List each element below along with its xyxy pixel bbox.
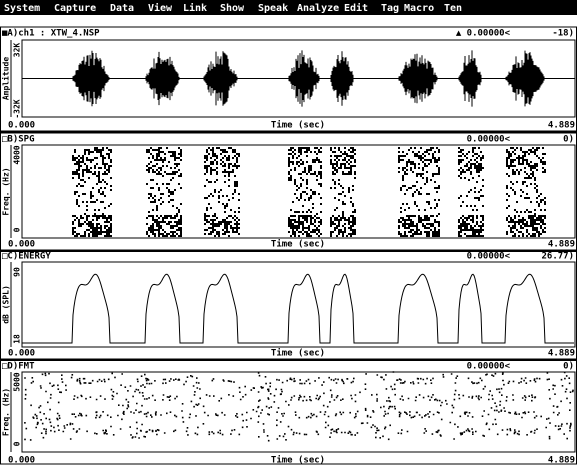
menu-item[interactable]: Macro [404,3,434,14]
panel-separator [0,250,577,252]
cursor-reading: -18) [552,29,574,39]
panel-label: □C)ENERGY [2,252,51,262]
cursor-time: 0.00000< [467,135,511,145]
y-axis-label: dB (SPL) [2,285,11,324]
menu-item[interactable]: Capture [54,3,96,14]
cursor-time: 0.00000< [467,362,511,372]
x-axis-label: Time (sec) [271,348,325,359]
x-end-label: 4.889 [548,240,575,250]
y-bottom-label: 0 [13,227,22,232]
x-end-label: 4.889 [548,349,575,359]
y-top-label: 4000 [13,145,22,164]
cursor-time: 0.00000< [467,252,511,262]
x-start-label: 0.000 [8,121,35,131]
x-axis-label: Time (sec) [271,120,325,131]
menu-item[interactable]: Ten [444,3,462,14]
cursor-time: ▲ 0.00000< [456,29,511,39]
menu-item[interactable]: Edit [344,2,368,14]
panel-label: □B)SPG [2,135,35,145]
x-start-label: 0.000 [8,349,35,359]
menu-item[interactable]: View [148,2,173,14]
x-start-label: 0.000 [8,240,35,250]
plot-frame [21,371,576,453]
y-axis-label: Amplitude [1,57,11,101]
menu-bar [0,0,577,15]
waveform [22,50,575,107]
energy-contour [22,273,574,344]
y-axis-label: Freq. (Hz) [2,388,11,436]
y-bottom-label: 0 [13,441,22,446]
cursor-reading: 0) [563,362,574,372]
x-axis-label: Time (sec) [271,239,325,250]
cursor-reading: 0) [563,135,574,145]
menu-item[interactable]: Analyze [297,3,339,14]
menu-item[interactable]: Show [220,3,245,14]
x-end-label: 4.889 [548,121,575,131]
y-top-label: 32K [13,43,22,58]
y-bottom-label: -32K [13,99,22,118]
menu-item[interactable]: Speak [258,3,288,14]
panel-label: □D)FMT [2,362,35,372]
panel-label: ■A)ch1 : XTW_4.NSP [2,29,100,39]
menu-item[interactable]: Tag [381,3,399,14]
x-end-label: 4.889 [548,456,575,465]
y-top-label: 5000 [13,372,22,391]
menu-item[interactable]: Link [183,2,207,14]
cursor-reading: 26.77) [541,252,574,262]
y-axis-label: Freq. (Hz) [2,167,11,215]
y-bottom-label: 18 [13,334,22,344]
menu: System Capture Data View Link Show Speak Analyz… [4,2,462,14]
y-top-label: 90 [13,267,22,277]
plot-frame [21,261,576,348]
menu-item[interactable]: System [4,3,40,14]
x-start-label: 0.000 [8,456,35,465]
panel-separator [0,131,577,133]
plot-frame [21,144,576,239]
menu-item[interactable]: Data [110,3,134,14]
x-axis-label: Time (sec) [271,455,325,465]
spectrogram [72,147,546,237]
formant-dots [24,371,574,442]
